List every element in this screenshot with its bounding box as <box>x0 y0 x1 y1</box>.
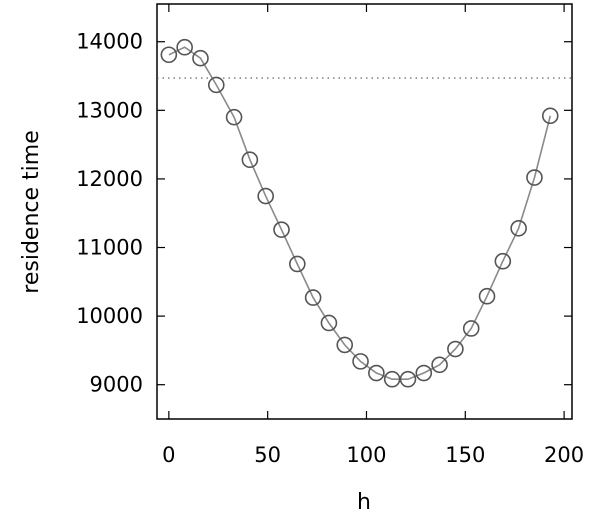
data-point <box>415 364 433 382</box>
data-point <box>192 49 209 67</box>
data-point <box>368 364 385 382</box>
y-tick-label: 13000 <box>76 98 143 122</box>
data-point <box>526 169 543 186</box>
y-axis-label: residence time <box>19 130 44 293</box>
x-tick-label: 100 <box>346 443 386 467</box>
data-point <box>160 46 178 64</box>
x-tick-label: 150 <box>445 443 485 467</box>
x-tick-label: 200 <box>544 443 584 467</box>
data-point <box>462 320 480 337</box>
y-tick-label: 12000 <box>76 167 143 191</box>
y-tick-label: 14000 <box>76 30 143 54</box>
data-point <box>207 76 225 94</box>
y-tick-label: 9000 <box>90 373 143 397</box>
data-point <box>176 38 193 56</box>
axis-ticks: 0 50 100 150 200 9000 10000 11000 12000 13000 1400… <box>76 4 584 467</box>
x-axis-label: h <box>357 490 371 514</box>
data-point <box>289 255 306 273</box>
y-tick-label: 10000 <box>76 304 143 328</box>
data-point <box>399 370 417 388</box>
data-point <box>510 220 527 237</box>
series-line <box>168 46 552 381</box>
data-point <box>352 353 369 370</box>
data-point <box>320 314 338 332</box>
series-line-layer <box>168 46 552 381</box>
series-markers <box>160 38 559 388</box>
data-point <box>478 287 496 305</box>
data-point <box>257 187 274 205</box>
data-point <box>541 107 559 125</box>
data-point <box>304 289 322 306</box>
data-point <box>241 151 259 169</box>
data-point <box>336 336 354 354</box>
data-point <box>494 252 512 270</box>
plot-frame <box>156 3 573 420</box>
x-tick-label: 50 <box>254 443 281 467</box>
data-point <box>383 370 401 388</box>
data-point <box>273 221 290 238</box>
y-tick-label: 11000 <box>76 236 143 260</box>
data-point <box>225 108 243 126</box>
data-point <box>431 356 448 374</box>
x-tick-label: 0 <box>162 443 175 467</box>
data-point <box>447 340 464 358</box>
